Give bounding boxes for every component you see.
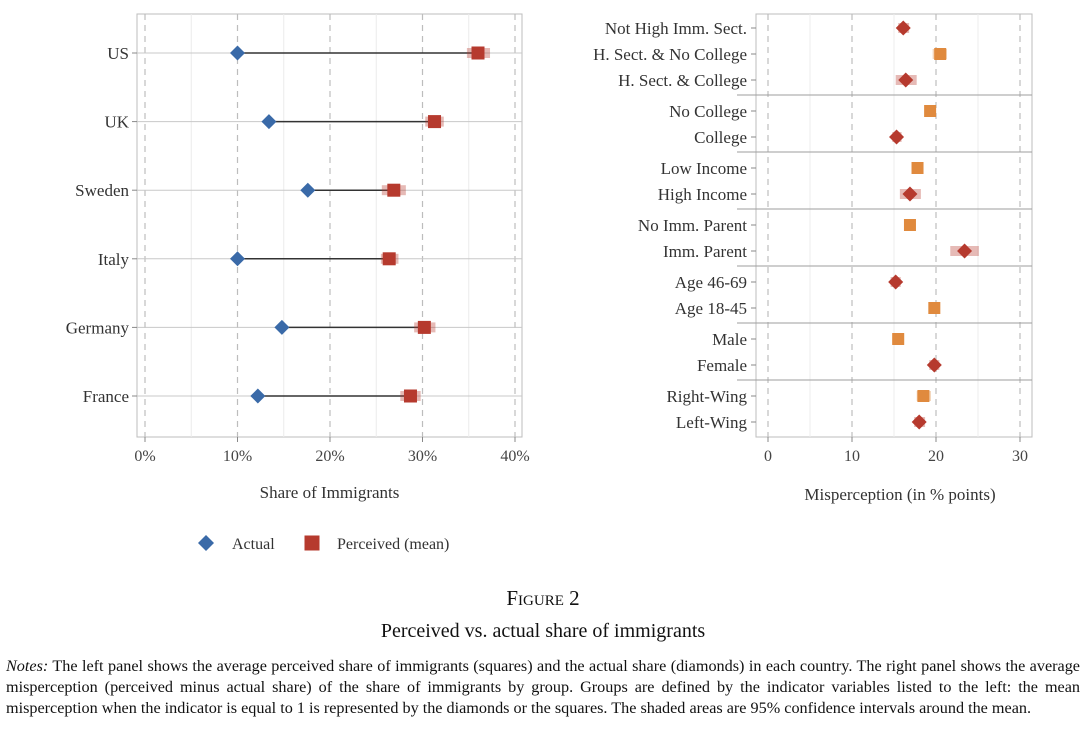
misperception-square xyxy=(924,105,937,117)
country-label: Sweden xyxy=(75,181,129,200)
actual-diamond xyxy=(250,388,266,404)
actual-diamond xyxy=(230,251,245,267)
figure-svg: 0% 10% 20% 30% 40% US UK Sweden Italy Germany Fran… xyxy=(66,13,1033,553)
group-label: Not High Imm. Sect. xyxy=(605,19,747,38)
country-label: Italy xyxy=(98,250,130,269)
perceived-square xyxy=(382,252,396,266)
group-label: Age 46-69 xyxy=(675,273,747,292)
left-x-tick-label: 30% xyxy=(408,448,437,465)
perceived-square xyxy=(387,183,401,197)
perceived-square xyxy=(417,320,431,334)
figure-title: Perceived vs. actual share of immigrants xyxy=(380,620,706,642)
misperception-diamond xyxy=(911,414,927,430)
misperception-square xyxy=(928,302,941,314)
left-x-axis-label: Share of Immigrants xyxy=(260,483,400,502)
misperception-square xyxy=(934,48,947,60)
notes-text: The left panel shows the average perceiv… xyxy=(6,657,1080,717)
misperception-square xyxy=(917,390,930,402)
misperception-square xyxy=(903,219,916,231)
actual-diamond xyxy=(300,182,316,198)
actual-diamond xyxy=(274,319,290,335)
group-label: High Income xyxy=(658,185,747,204)
group-label: Left-Wing xyxy=(676,413,748,432)
misperception-diamond xyxy=(895,20,911,36)
right-x-tick-label: 30 xyxy=(1012,448,1028,465)
notes-label: Notes: xyxy=(6,657,49,675)
legend-perceived-label: Perceived (mean) xyxy=(337,536,449,553)
left-x-tick-label: 20% xyxy=(315,448,344,465)
group-label: Male xyxy=(712,330,747,349)
group-label: Right-Wing xyxy=(666,387,747,406)
perceived-square xyxy=(428,115,442,129)
perceived-square xyxy=(471,46,485,60)
country-label: France xyxy=(83,387,129,406)
legend-actual-marker xyxy=(198,535,214,551)
left-x-tick-label: 40% xyxy=(500,448,529,465)
misperception-diamond xyxy=(898,72,914,88)
actual-diamond xyxy=(230,45,245,61)
left-x-tick-label: 10% xyxy=(223,448,252,465)
left-x-tick-label: 0% xyxy=(134,448,155,465)
country-label: UK xyxy=(104,113,129,132)
group-label: No Imm. Parent xyxy=(638,216,747,235)
misperception-square xyxy=(892,333,905,345)
right-x-axis-label: Misperception (in % points) xyxy=(804,485,995,504)
figure-number: Figure 2 xyxy=(506,586,580,610)
group-label: H. Sect. & No College xyxy=(593,45,747,64)
legend-perceived-marker xyxy=(304,535,320,551)
group-label: College xyxy=(694,128,747,147)
perceived-square xyxy=(403,389,417,403)
figure-notes: Notes: The left panel shows the average … xyxy=(6,656,1080,719)
misperception-diamond xyxy=(957,243,973,259)
country-label: US xyxy=(107,44,129,63)
group-label: Imm. Parent xyxy=(663,242,747,261)
group-label: No College xyxy=(669,102,747,121)
group-label: Age 18-45 xyxy=(675,299,747,318)
legend-actual-label: Actual xyxy=(232,536,275,553)
group-label: Low Income xyxy=(661,159,747,178)
misperception-square xyxy=(911,162,924,174)
misperception-diamond xyxy=(889,129,905,145)
right-x-tick-label: 0 xyxy=(764,448,772,465)
right-x-tick-label: 10 xyxy=(844,448,860,465)
misperception-diamond xyxy=(926,357,942,373)
right-x-tick-label: 20 xyxy=(928,448,944,465)
group-label: H. Sect. & College xyxy=(618,71,747,90)
misperception-diamond xyxy=(902,186,918,202)
misperception-diamond xyxy=(888,274,904,290)
group-label: Female xyxy=(697,356,747,375)
country-label: Germany xyxy=(66,318,130,337)
actual-diamond xyxy=(261,114,277,130)
